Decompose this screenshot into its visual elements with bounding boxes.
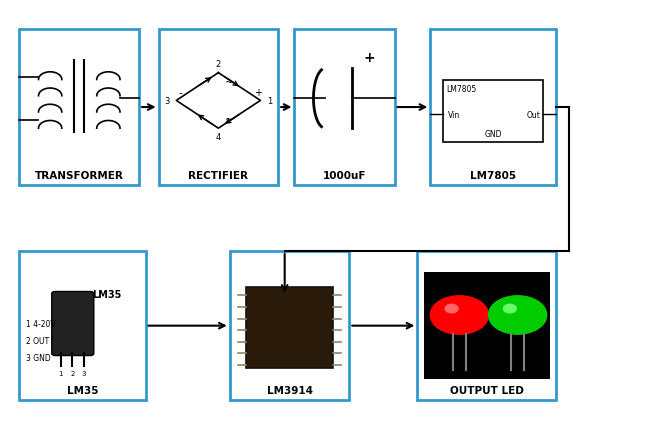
Text: 4: 4 bbox=[215, 133, 221, 142]
Text: 2 OUT: 2 OUT bbox=[26, 336, 49, 345]
Text: LM7805: LM7805 bbox=[446, 85, 477, 94]
Circle shape bbox=[488, 296, 547, 334]
Text: +: + bbox=[364, 51, 375, 65]
Bar bbox=[430, 30, 556, 185]
Bar bbox=[417, 251, 556, 400]
Text: 3 GND: 3 GND bbox=[26, 353, 50, 363]
Bar bbox=[294, 30, 395, 185]
Text: RECTIFIER: RECTIFIER bbox=[188, 170, 248, 180]
Text: GND: GND bbox=[485, 130, 502, 138]
Bar bbox=[19, 251, 146, 400]
Text: +: + bbox=[254, 88, 262, 98]
Text: Out: Out bbox=[527, 110, 540, 119]
Circle shape bbox=[430, 296, 488, 334]
Bar bbox=[424, 273, 550, 379]
Text: 3: 3 bbox=[82, 371, 86, 377]
Circle shape bbox=[445, 305, 458, 313]
Text: TRANSFORMER: TRANSFORMER bbox=[35, 170, 124, 180]
Bar bbox=[19, 30, 139, 185]
Text: 1 4-20V: 1 4-20V bbox=[26, 319, 56, 328]
Circle shape bbox=[503, 305, 516, 313]
Text: 1: 1 bbox=[267, 97, 272, 106]
Text: LM35: LM35 bbox=[67, 386, 98, 395]
Text: LM3914: LM3914 bbox=[267, 386, 313, 395]
Text: 1000uF: 1000uF bbox=[323, 170, 366, 180]
Text: 2: 2 bbox=[215, 60, 221, 69]
Bar bbox=[159, 30, 278, 185]
Bar bbox=[230, 251, 349, 400]
Bar bbox=[246, 288, 333, 368]
Text: ~: ~ bbox=[225, 115, 233, 124]
Text: -: - bbox=[179, 88, 182, 98]
Text: Vin: Vin bbox=[448, 110, 461, 119]
Bar bbox=[443, 81, 543, 143]
Text: 2: 2 bbox=[71, 371, 74, 377]
Text: 3: 3 bbox=[164, 97, 170, 106]
Text: 1: 1 bbox=[59, 371, 63, 377]
Text: OUTPUT LED: OUTPUT LED bbox=[450, 386, 524, 395]
Text: ~: ~ bbox=[225, 78, 233, 88]
Text: LM7805: LM7805 bbox=[470, 170, 516, 180]
Text: LM35: LM35 bbox=[92, 289, 122, 299]
FancyBboxPatch shape bbox=[52, 292, 94, 356]
